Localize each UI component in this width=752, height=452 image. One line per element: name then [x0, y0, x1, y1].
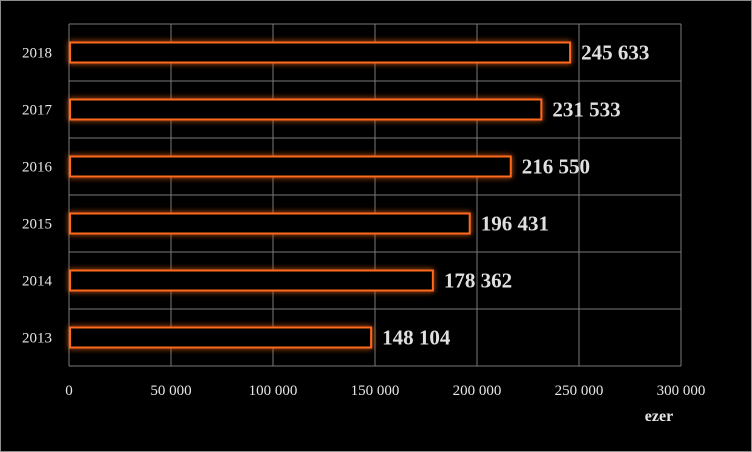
x-tick-label: 200 000 [453, 383, 502, 399]
data-labels: 245 633 231 533 216 550 196 431 178 362 148 1… [382, 41, 649, 350]
bar-2018 [69, 41, 572, 64]
data-label-2016: 216 550 [522, 155, 590, 179]
data-label-2018: 245 633 [581, 41, 649, 65]
data-label-2014: 178 362 [444, 269, 512, 293]
x-axis-unit-label: ezer [645, 408, 673, 425]
bar-2016 [69, 155, 512, 178]
x-tick-label: 150 000 [351, 383, 400, 399]
y-axis-ticks: 2018 2017 2016 2015 2014 2013 [22, 46, 53, 347]
data-label-2013: 148 104 [382, 326, 451, 350]
bars [69, 41, 572, 349]
x-tick-label: 100 000 [249, 383, 298, 399]
y-tick-label-2015: 2015 [22, 217, 52, 233]
grid [68, 23, 682, 367]
bar-2015 [69, 212, 471, 235]
y-tick-label-2018: 2018 [22, 46, 52, 62]
y-tick-label-2014: 2014 [22, 274, 53, 290]
data-label-2015: 196 431 [481, 212, 549, 236]
y-tick-label-2013: 2013 [22, 331, 52, 347]
x-axis-ticks: 0 50 000 100 000 150 000 200 000 250 000 300 0… [65, 383, 705, 399]
x-tick-label: 50 000 [150, 383, 191, 399]
x-tick-label: 0 [65, 383, 73, 399]
bar-2014 [69, 269, 434, 292]
x-tick-label: 300 000 [657, 383, 706, 399]
x-tick-label: 250 000 [555, 383, 604, 399]
data-label-2017: 231 533 [552, 98, 620, 122]
bar-2017 [69, 98, 543, 121]
bar-2013 [69, 326, 373, 349]
y-tick-label-2017: 2017 [22, 103, 53, 119]
y-tick-label-2016: 2016 [22, 160, 53, 176]
